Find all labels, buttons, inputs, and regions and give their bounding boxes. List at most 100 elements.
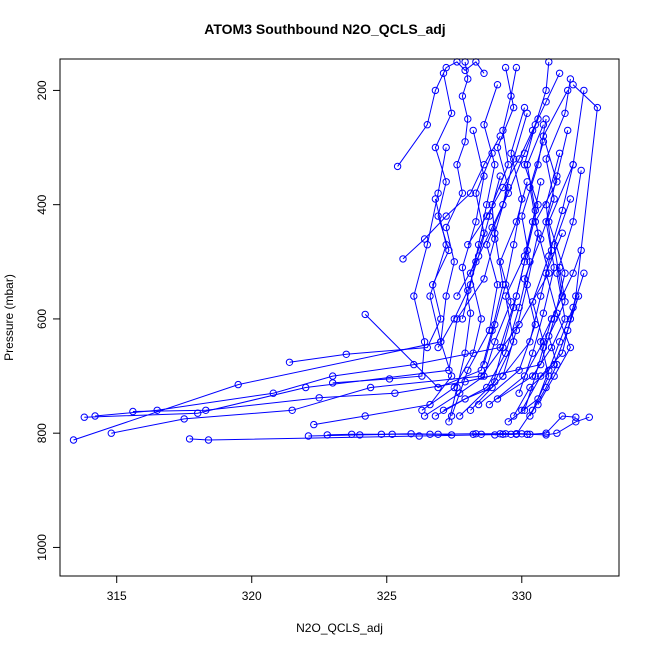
data-point [558,229,566,237]
data-point [423,121,431,129]
data-point [472,258,480,266]
data-point [553,172,561,180]
data-point [285,358,294,366]
data-point [418,372,426,380]
data-point [434,212,442,220]
data-point [545,332,553,340]
data-point [496,258,504,266]
series-line [84,67,517,418]
data-point [504,189,512,197]
data-point [504,161,512,169]
data-point [474,400,483,409]
data-point [542,201,550,209]
data-point [202,406,210,414]
series-13 [418,149,496,414]
series-35 [515,126,572,397]
data-point [461,349,469,357]
series-line [467,73,561,245]
data-point [129,407,137,416]
data-point [458,263,467,272]
data-point [234,380,242,389]
data-point [483,383,491,392]
data-point [469,126,477,135]
data-point [420,338,429,346]
data-point [310,420,318,429]
data-point [348,430,356,438]
data-point [420,235,429,243]
chart-title: ATOM3 Southbound N2O_QCLS_adj [204,21,445,37]
data-point [477,430,485,438]
data-point [523,281,531,289]
series-30 [323,430,456,439]
data-point [393,162,402,171]
series-line [456,118,539,297]
data-point [526,183,534,192]
data-point [442,292,450,300]
data-point [534,400,542,409]
series-line [451,113,528,417]
data-point [526,383,534,392]
data-point [507,430,515,438]
data-point [456,412,464,420]
data-point [515,155,523,163]
data-point [577,246,585,255]
y-tick-label: 1000 [35,534,49,561]
data-point [391,389,399,397]
series-line [461,84,498,320]
data-point [569,81,577,89]
data-point [569,161,577,169]
data-point [377,430,386,438]
data-point [434,383,442,392]
data-point [539,338,548,346]
data-point [493,395,502,403]
series-20 [474,75,575,409]
data-point [361,412,369,420]
data-point [485,326,494,335]
data-point [480,275,488,283]
x-axis: 315 320 325 330 [107,575,532,603]
data-point [593,103,602,112]
data-point [434,430,442,438]
data-point [458,92,467,100]
data-point [447,109,456,118]
data-point [480,172,488,180]
data-point [531,206,539,215]
data-point [431,143,440,152]
data-point [496,132,504,140]
series-8 [310,195,456,429]
data-point [445,418,453,426]
data-point [558,206,566,215]
data-point [464,286,472,295]
x-tick-label: 320 [242,589,262,603]
data-point [507,149,515,158]
data-point [480,372,488,380]
data-point [472,189,480,197]
data-point [561,269,569,277]
data-point [458,315,467,323]
data-point [558,412,566,420]
data-point [555,69,564,78]
data-point [537,360,545,369]
data-point [420,412,429,420]
data-point [483,201,491,209]
series-line [537,233,571,405]
x-tick-label: 330 [512,589,532,603]
data-point [572,292,580,300]
data-point [515,389,523,397]
data-point [480,69,488,78]
data-point [566,343,575,352]
data-point [304,432,313,440]
series-line [424,181,528,417]
data-point [466,309,475,317]
data-point [580,269,588,277]
data-point [510,412,518,420]
series-line [397,61,485,167]
series-32 [458,81,502,323]
data-point [69,436,78,444]
data-point [518,195,526,203]
y-tick-label: 800 [35,423,49,443]
data-point [461,395,469,403]
series-9 [329,143,450,387]
data-point [520,372,529,380]
